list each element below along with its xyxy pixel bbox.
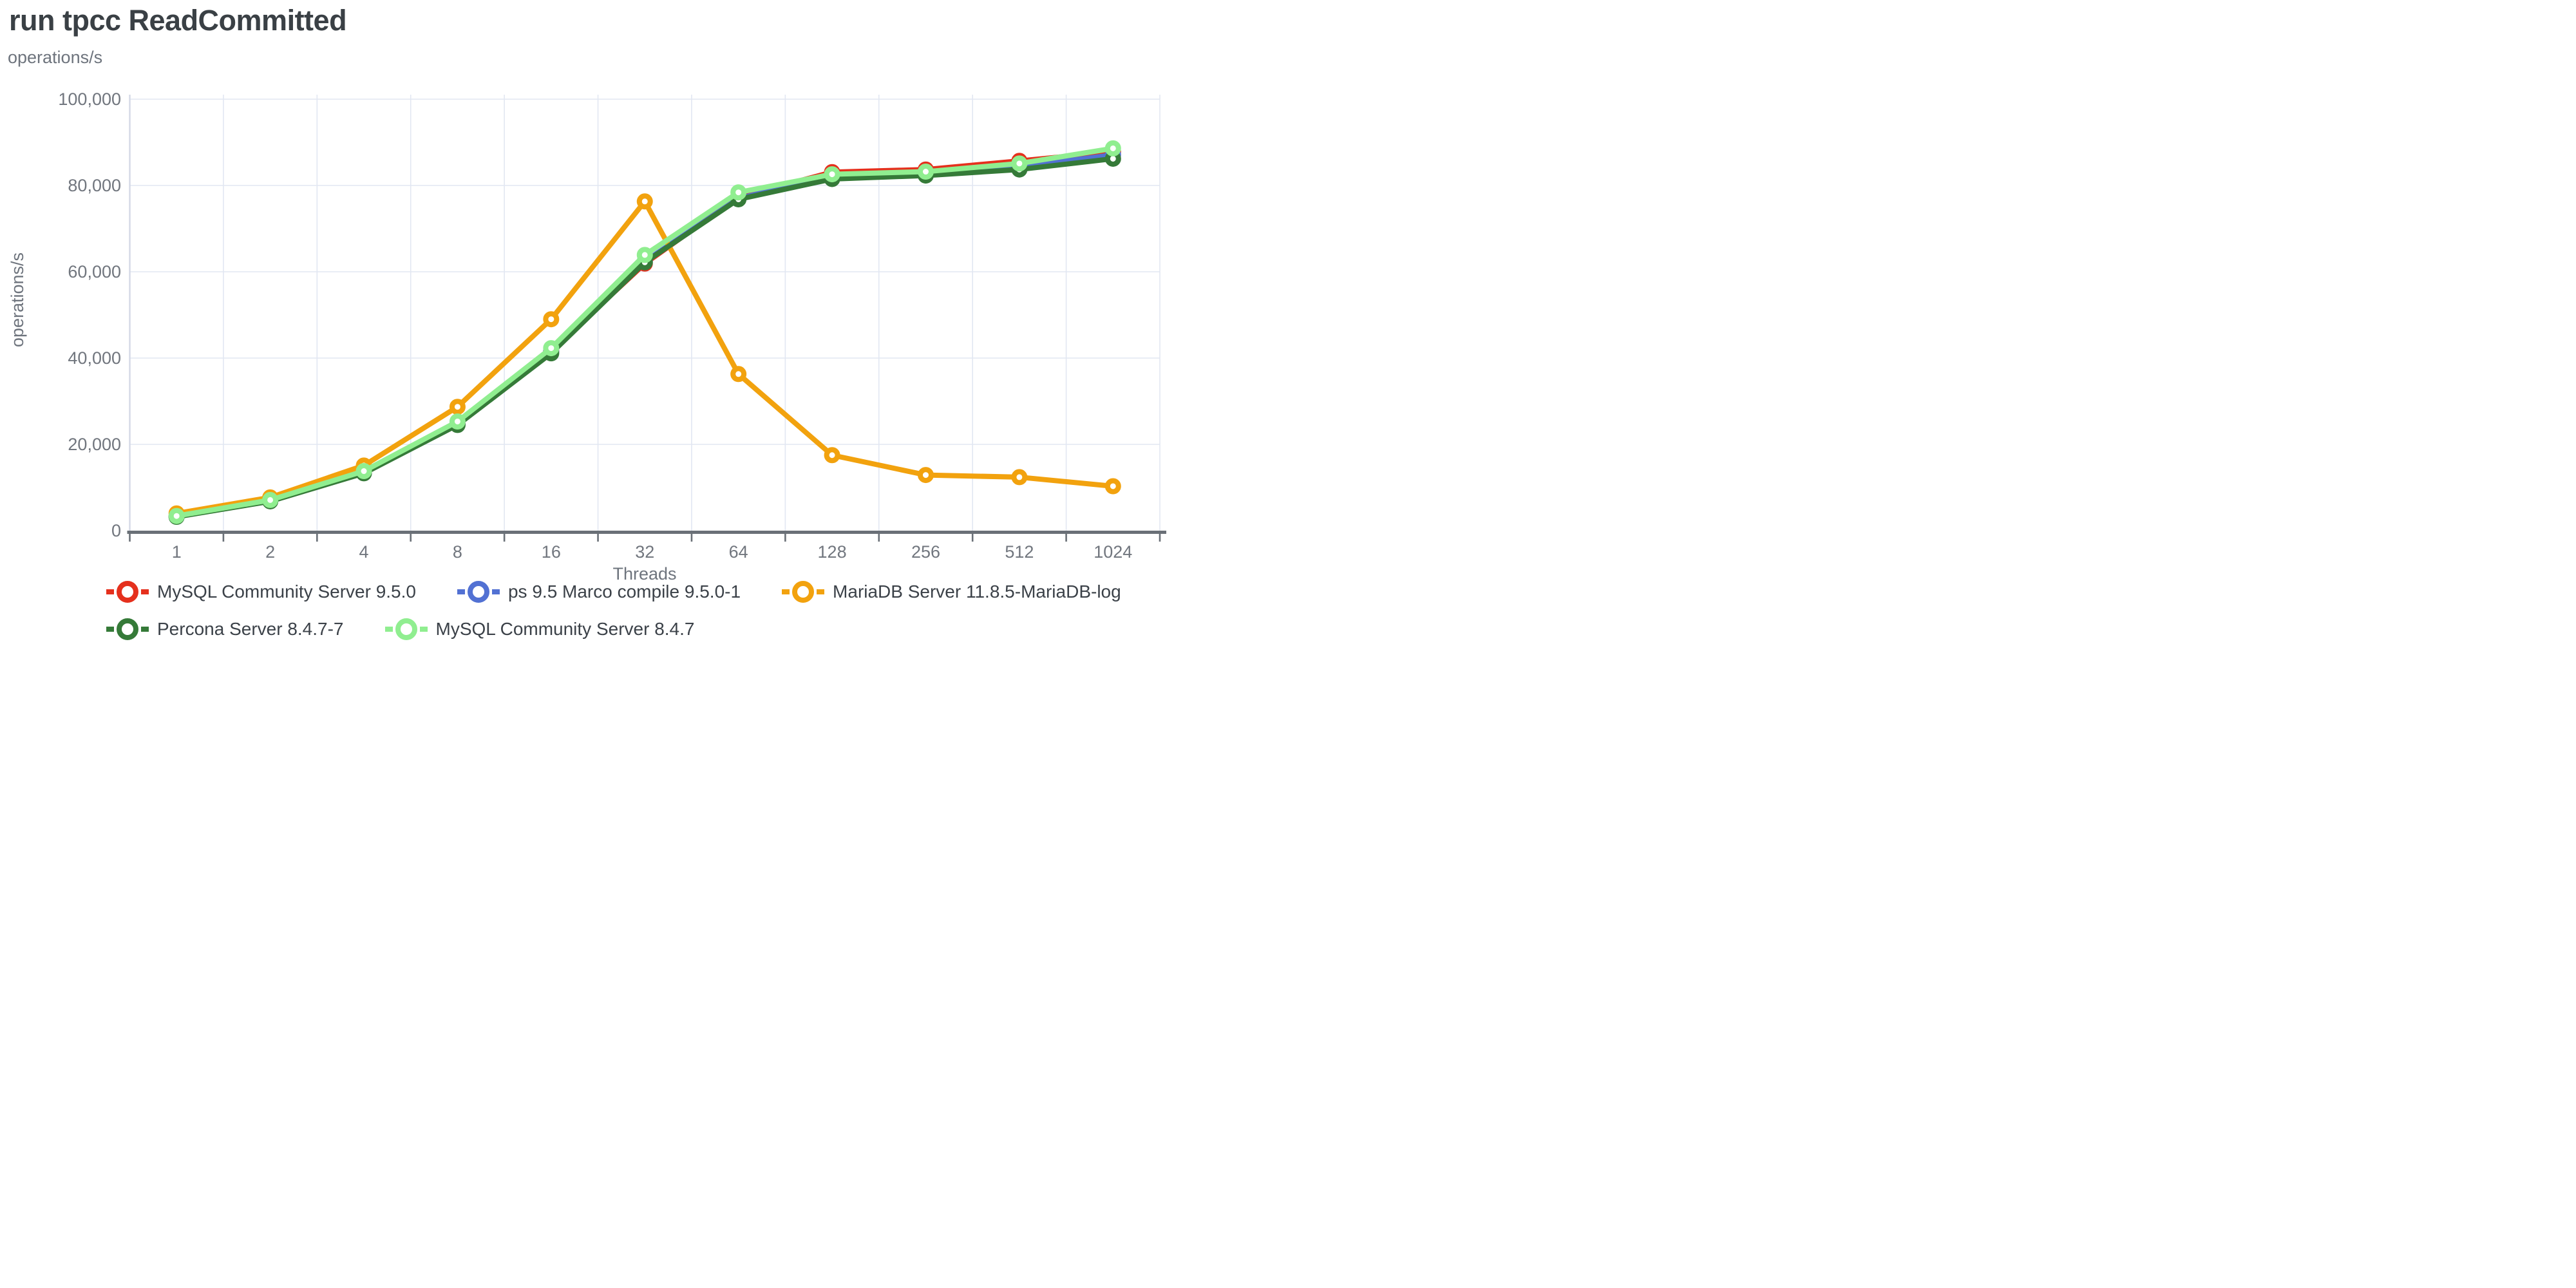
x-tick-label-16: 16	[541, 542, 561, 562]
data-point-s2-x8[interactable]	[449, 399, 466, 415]
legend-item-series-0[interactable]: MySQL Community Server 9.5.0	[106, 580, 416, 604]
data-point-s2-x128[interactable]	[824, 447, 840, 464]
x-tick-label-256: 256	[911, 542, 940, 562]
chart-page: { "title": "run tpcc ReadCommitted", "un…	[0, 0, 1288, 644]
data-point-s4-x8[interactable]	[449, 413, 466, 430]
legend-label: MariaDB Server 11.8.5-MariaDB-log	[833, 582, 1121, 601]
x-axis-title: Threads	[612, 564, 677, 583]
legend-series-marker-icon	[384, 618, 428, 640]
legend-item-series-1[interactable]: ps 9.5 Marco compile 9.5.0-1	[457, 580, 741, 604]
legend-series-marker-icon	[782, 581, 825, 603]
x-tick-label-2: 2	[265, 542, 276, 562]
data-point-s4-x256[interactable]	[917, 164, 934, 180]
x-tick-label-32: 32	[635, 542, 655, 562]
data-point-s2-x512[interactable]	[1011, 469, 1028, 486]
data-point-s4-x1[interactable]	[168, 507, 185, 524]
page-title: run tpcc ReadCommitted	[9, 4, 347, 37]
legend-series-marker-icon	[106, 581, 149, 603]
legend-series-marker-icon	[457, 581, 500, 603]
x-tick-label-64: 64	[728, 542, 748, 562]
y-axis-unit-top-label: operations/s	[8, 48, 103, 67]
data-point-s2-x32[interactable]	[636, 193, 653, 210]
x-tick-label-128: 128	[817, 542, 847, 562]
data-point-s2-x1024[interactable]	[1104, 478, 1121, 495]
legend-label: MySQL Community Server 9.5.0	[157, 582, 416, 601]
y-tick-label-40000: 40,000	[68, 348, 121, 368]
data-point-s4-x64[interactable]	[730, 184, 747, 201]
x-tick-label-512: 512	[1005, 542, 1034, 562]
legend-row-1: MySQL Community Server 9.5.0 ps 9.5 Marco…	[106, 580, 1121, 604]
legend-series-marker-icon	[106, 618, 149, 640]
legend-item-series-3[interactable]: Percona Server 8.4.7-7	[106, 617, 344, 641]
data-point-s4-x32[interactable]	[636, 247, 653, 263]
data-point-s4-x4[interactable]	[355, 463, 372, 480]
x-tick-label-1: 1	[171, 542, 182, 562]
legend-label: Percona Server 8.4.7-7	[157, 619, 344, 639]
y-tick-label-20000: 20,000	[68, 435, 121, 454]
legend-item-series-2[interactable]: MariaDB Server 11.8.5-MariaDB-log	[782, 580, 1121, 604]
data-point-s4-x512[interactable]	[1011, 155, 1028, 172]
data-point-s4-x2[interactable]	[262, 491, 279, 508]
legend-item-series-4[interactable]: MySQL Community Server 8.4.7	[384, 617, 695, 641]
x-tick-label-8: 8	[452, 542, 462, 562]
data-point-s4-x128[interactable]	[824, 166, 840, 183]
y-tick-label-0: 0	[111, 521, 121, 540]
data-point-s2-x64[interactable]	[730, 366, 747, 383]
y-tick-label-60000: 60,000	[68, 262, 121, 281]
data-point-s2-x256[interactable]	[917, 467, 934, 484]
x-tick-label-1024: 1024	[1094, 542, 1133, 562]
y-tick-label-80000: 80,000	[68, 176, 121, 195]
legend-row-2: Percona Server 8.4.7-7 MySQL Community Se…	[106, 617, 694, 641]
legend-label: ps 9.5 Marco compile 9.5.0-1	[507, 582, 741, 601]
x-tick-label-4: 4	[359, 542, 369, 562]
y-tick-label-100000: 100,000	[58, 90, 121, 109]
data-point-s4-x1024[interactable]	[1104, 140, 1121, 156]
data-point-s4-x16[interactable]	[543, 340, 560, 357]
data-point-s2-x16[interactable]	[543, 311, 560, 328]
line-chart	[127, 95, 1166, 542]
legend-label: MySQL Community Server 8.4.7	[435, 619, 695, 639]
